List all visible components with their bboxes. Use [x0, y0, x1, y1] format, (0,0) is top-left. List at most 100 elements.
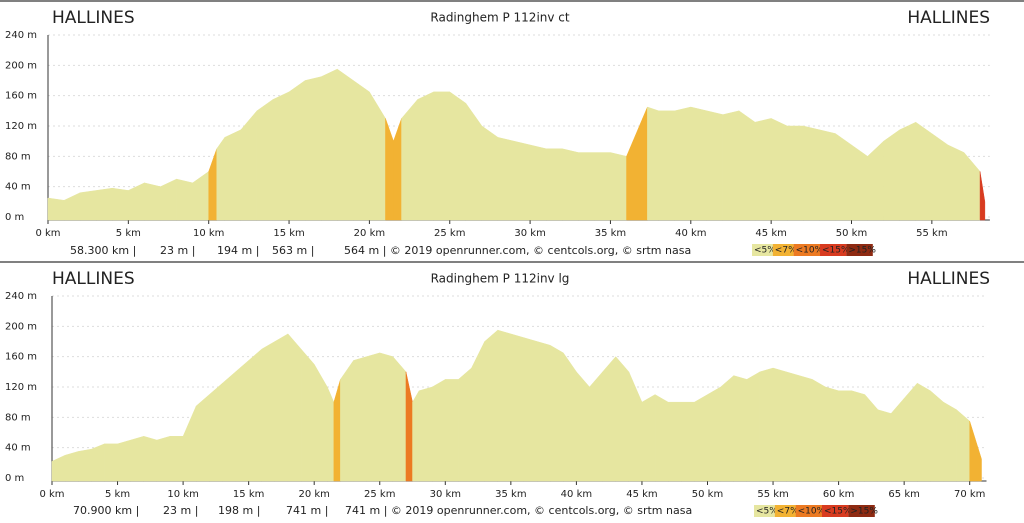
- profile-segment: [144, 182, 161, 221]
- profile-segment: [340, 359, 354, 482]
- profile-segment: [890, 397, 905, 482]
- profile-segment: [304, 76, 322, 221]
- x-tick-label: 35 km: [495, 489, 526, 500]
- profile-segment: [327, 386, 335, 482]
- profile-segment: [772, 367, 787, 482]
- profile-segment: [947, 144, 965, 221]
- legend-swatch: [772, 244, 794, 256]
- x-tick-label: 5 km: [116, 228, 141, 239]
- profile-segment: [128, 182, 145, 221]
- profile-segment: [208, 148, 217, 221]
- end-label: HALLINES: [907, 269, 990, 289]
- profile-segment: [642, 106, 648, 221]
- profile-segment: [523, 337, 538, 482]
- profile-segment: [433, 91, 450, 221]
- x-tick-label: 25 km: [434, 228, 465, 239]
- y-tick-label: 40 m: [5, 443, 31, 454]
- profile-segment: [465, 102, 483, 221]
- profile-segment: [979, 171, 986, 221]
- profile-segment: [156, 435, 171, 482]
- profile-segment: [690, 106, 708, 221]
- profile-segment: [529, 144, 547, 221]
- profile-segment: [182, 405, 197, 482]
- profile-segment: [641, 394, 656, 482]
- profile-segment: [417, 91, 434, 221]
- x-tick-label: 30 km: [514, 228, 545, 239]
- stat: 58.300 km |: [70, 244, 136, 257]
- y-tick-label: 160 m: [5, 91, 37, 102]
- legend-label: >15%: [850, 507, 878, 517]
- x-tick-label: 10 km: [167, 489, 198, 500]
- legend-label: >15%: [848, 246, 876, 256]
- profile-segment: [903, 382, 918, 482]
- profile-segment: [956, 409, 970, 482]
- profile-segment: [883, 129, 900, 221]
- profile-segment: [393, 118, 402, 221]
- profile-segment: [851, 144, 868, 221]
- x-tick-label: 45 km: [626, 489, 657, 500]
- y-tick-label: 240 m: [5, 30, 37, 41]
- profile-segment: [481, 125, 499, 221]
- profile-segment: [497, 137, 515, 221]
- profile-segment: [192, 171, 209, 221]
- profile-segment: [445, 379, 459, 482]
- legend-swatch: [846, 244, 873, 256]
- profile-segment: [195, 394, 210, 482]
- x-tick-label: 35 km: [595, 228, 626, 239]
- profile-segment: [449, 91, 467, 221]
- profile-segment: [240, 110, 258, 221]
- y-tick-label: 120 m: [5, 382, 37, 393]
- profile-segment: [681, 401, 695, 482]
- profile-segment: [835, 133, 852, 221]
- stat: 741 m | © 2019 openrunner.com, © centcol…: [345, 504, 692, 517]
- profile-segment: [930, 390, 944, 482]
- profile-segment: [484, 329, 498, 482]
- profile-segment: [754, 118, 772, 221]
- profile-segment: [320, 68, 338, 221]
- legend-label: <15%: [824, 507, 852, 517]
- profile-segment: [864, 393, 879, 482]
- x-tick-label: 0 km: [35, 228, 60, 239]
- profile-segment: [169, 436, 184, 482]
- y-tick-label: 240 m: [5, 291, 37, 302]
- profile-segment: [405, 371, 413, 482]
- x-tick-label: 70 km: [954, 489, 985, 500]
- profile-segment: [969, 421, 982, 482]
- legend-swatch: [752, 244, 773, 256]
- profile-segment: [366, 352, 380, 482]
- legend-label: <10%: [796, 246, 824, 256]
- stat: 70.900 km |: [73, 504, 139, 517]
- profile-segment: [418, 386, 433, 482]
- profile-segment: [300, 348, 315, 482]
- legend-label: <5%: [754, 246, 776, 256]
- profile-segment: [943, 401, 957, 482]
- profile-segment: [812, 378, 826, 482]
- x-tick-label: 10 km: [193, 228, 224, 239]
- profile-segment: [272, 91, 290, 221]
- profile-segment: [917, 382, 931, 482]
- stat: 741 m |: [286, 504, 328, 517]
- profile-segment: [667, 401, 682, 482]
- x-tick-label: 55 km: [916, 228, 947, 239]
- profile-segment: [209, 382, 223, 482]
- profile-segment: [248, 348, 263, 482]
- legend-label: <7%: [775, 246, 797, 256]
- profile-segment: [963, 151, 981, 221]
- chart-title: Radinghem P 112inv ct: [430, 11, 570, 25]
- profile-segment: [707, 386, 721, 482]
- profile-segment: [222, 371, 236, 482]
- profile-segment: [877, 409, 892, 482]
- profile-segment: [851, 390, 866, 482]
- y-tick-label: 160 m: [5, 352, 37, 363]
- profile-segment: [720, 375, 734, 482]
- profile-segment: [353, 356, 367, 482]
- x-tick-label: 0 km: [39, 489, 64, 500]
- profile-segment: [549, 344, 564, 482]
- legend-label: <5%: [756, 507, 778, 517]
- x-tick-label: 5 km: [105, 489, 130, 500]
- profile-segment: [401, 98, 418, 221]
- profile-segment: [95, 187, 113, 221]
- profile-segment: [578, 152, 595, 221]
- profile-segment: [385, 118, 394, 221]
